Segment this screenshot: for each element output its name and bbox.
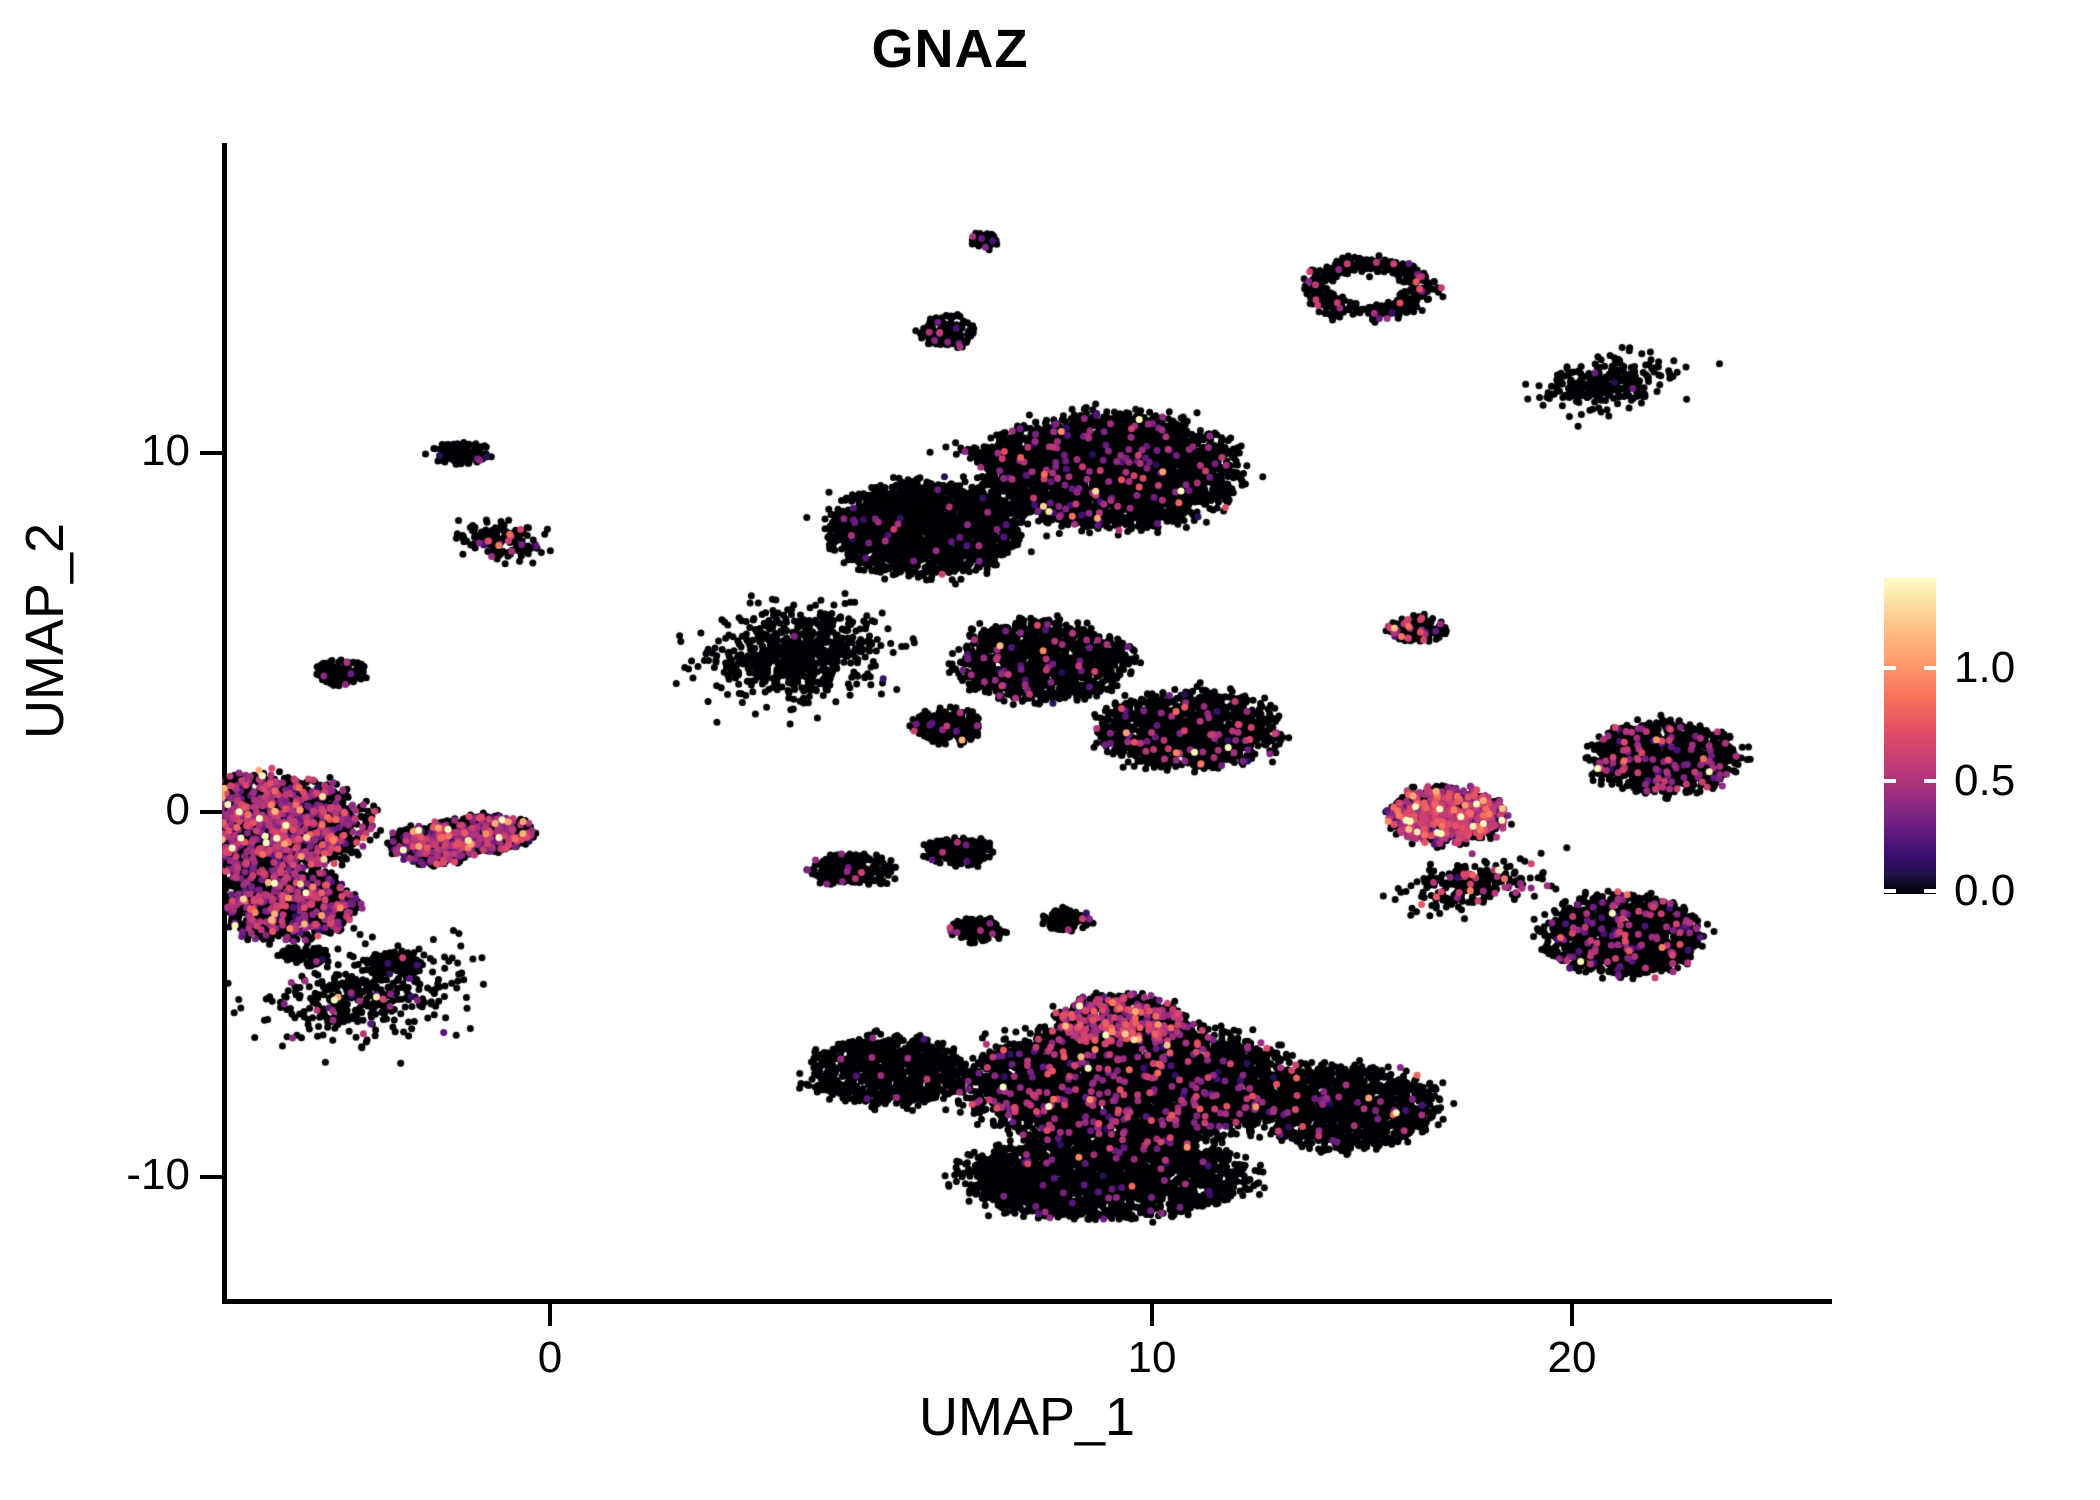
x-tick-mark-10 [1150,1304,1154,1326]
scatter-plot-area [222,100,1832,1300]
colorbar-tick-0b [1924,889,1936,893]
colorbar-tick-1 [1884,666,1896,670]
y-tick-mark-10 [200,451,222,455]
x-axis-line [222,1299,1832,1304]
x-tick-label-10: 10 [1127,1333,1177,1382]
colorbar-label-1: 1.0 [1954,643,2016,692]
y-tick-label-0: 0 [165,785,190,834]
y-tick-label-10: 10 [141,426,190,475]
x-tick-label-20: 20 [1547,1333,1597,1382]
y-tick-mark-0 [200,810,222,814]
x-tick-mark-0 [548,1304,552,1326]
colorbar-tick-05b [1924,779,1936,783]
y-tick-label-neg10: -10 [126,1150,190,1199]
colorbar-tick-0 [1884,889,1896,893]
y-axis-title: UMAP_2 [15,522,75,740]
colorbar-label-0: 0.0 [1954,866,2016,915]
colorbar-label-05: 0.5 [1954,756,2016,805]
y-axis-line [222,143,227,1304]
colorbar-gradient [1884,578,1936,894]
page-title: GNAZ [871,19,1029,79]
x-axis-title: UMAP_1 [918,1387,1136,1447]
x-tick-label-0: 0 [537,1333,563,1382]
x-tick-mark-20 [1570,1304,1574,1326]
y-tick-mark-neg10 [200,1175,222,1179]
colorbar-tick-05 [1884,779,1896,783]
colorbar-legend: 1.0 0.5 0.0 [1884,578,2084,913]
colorbar-tick-1b [1924,666,1936,670]
